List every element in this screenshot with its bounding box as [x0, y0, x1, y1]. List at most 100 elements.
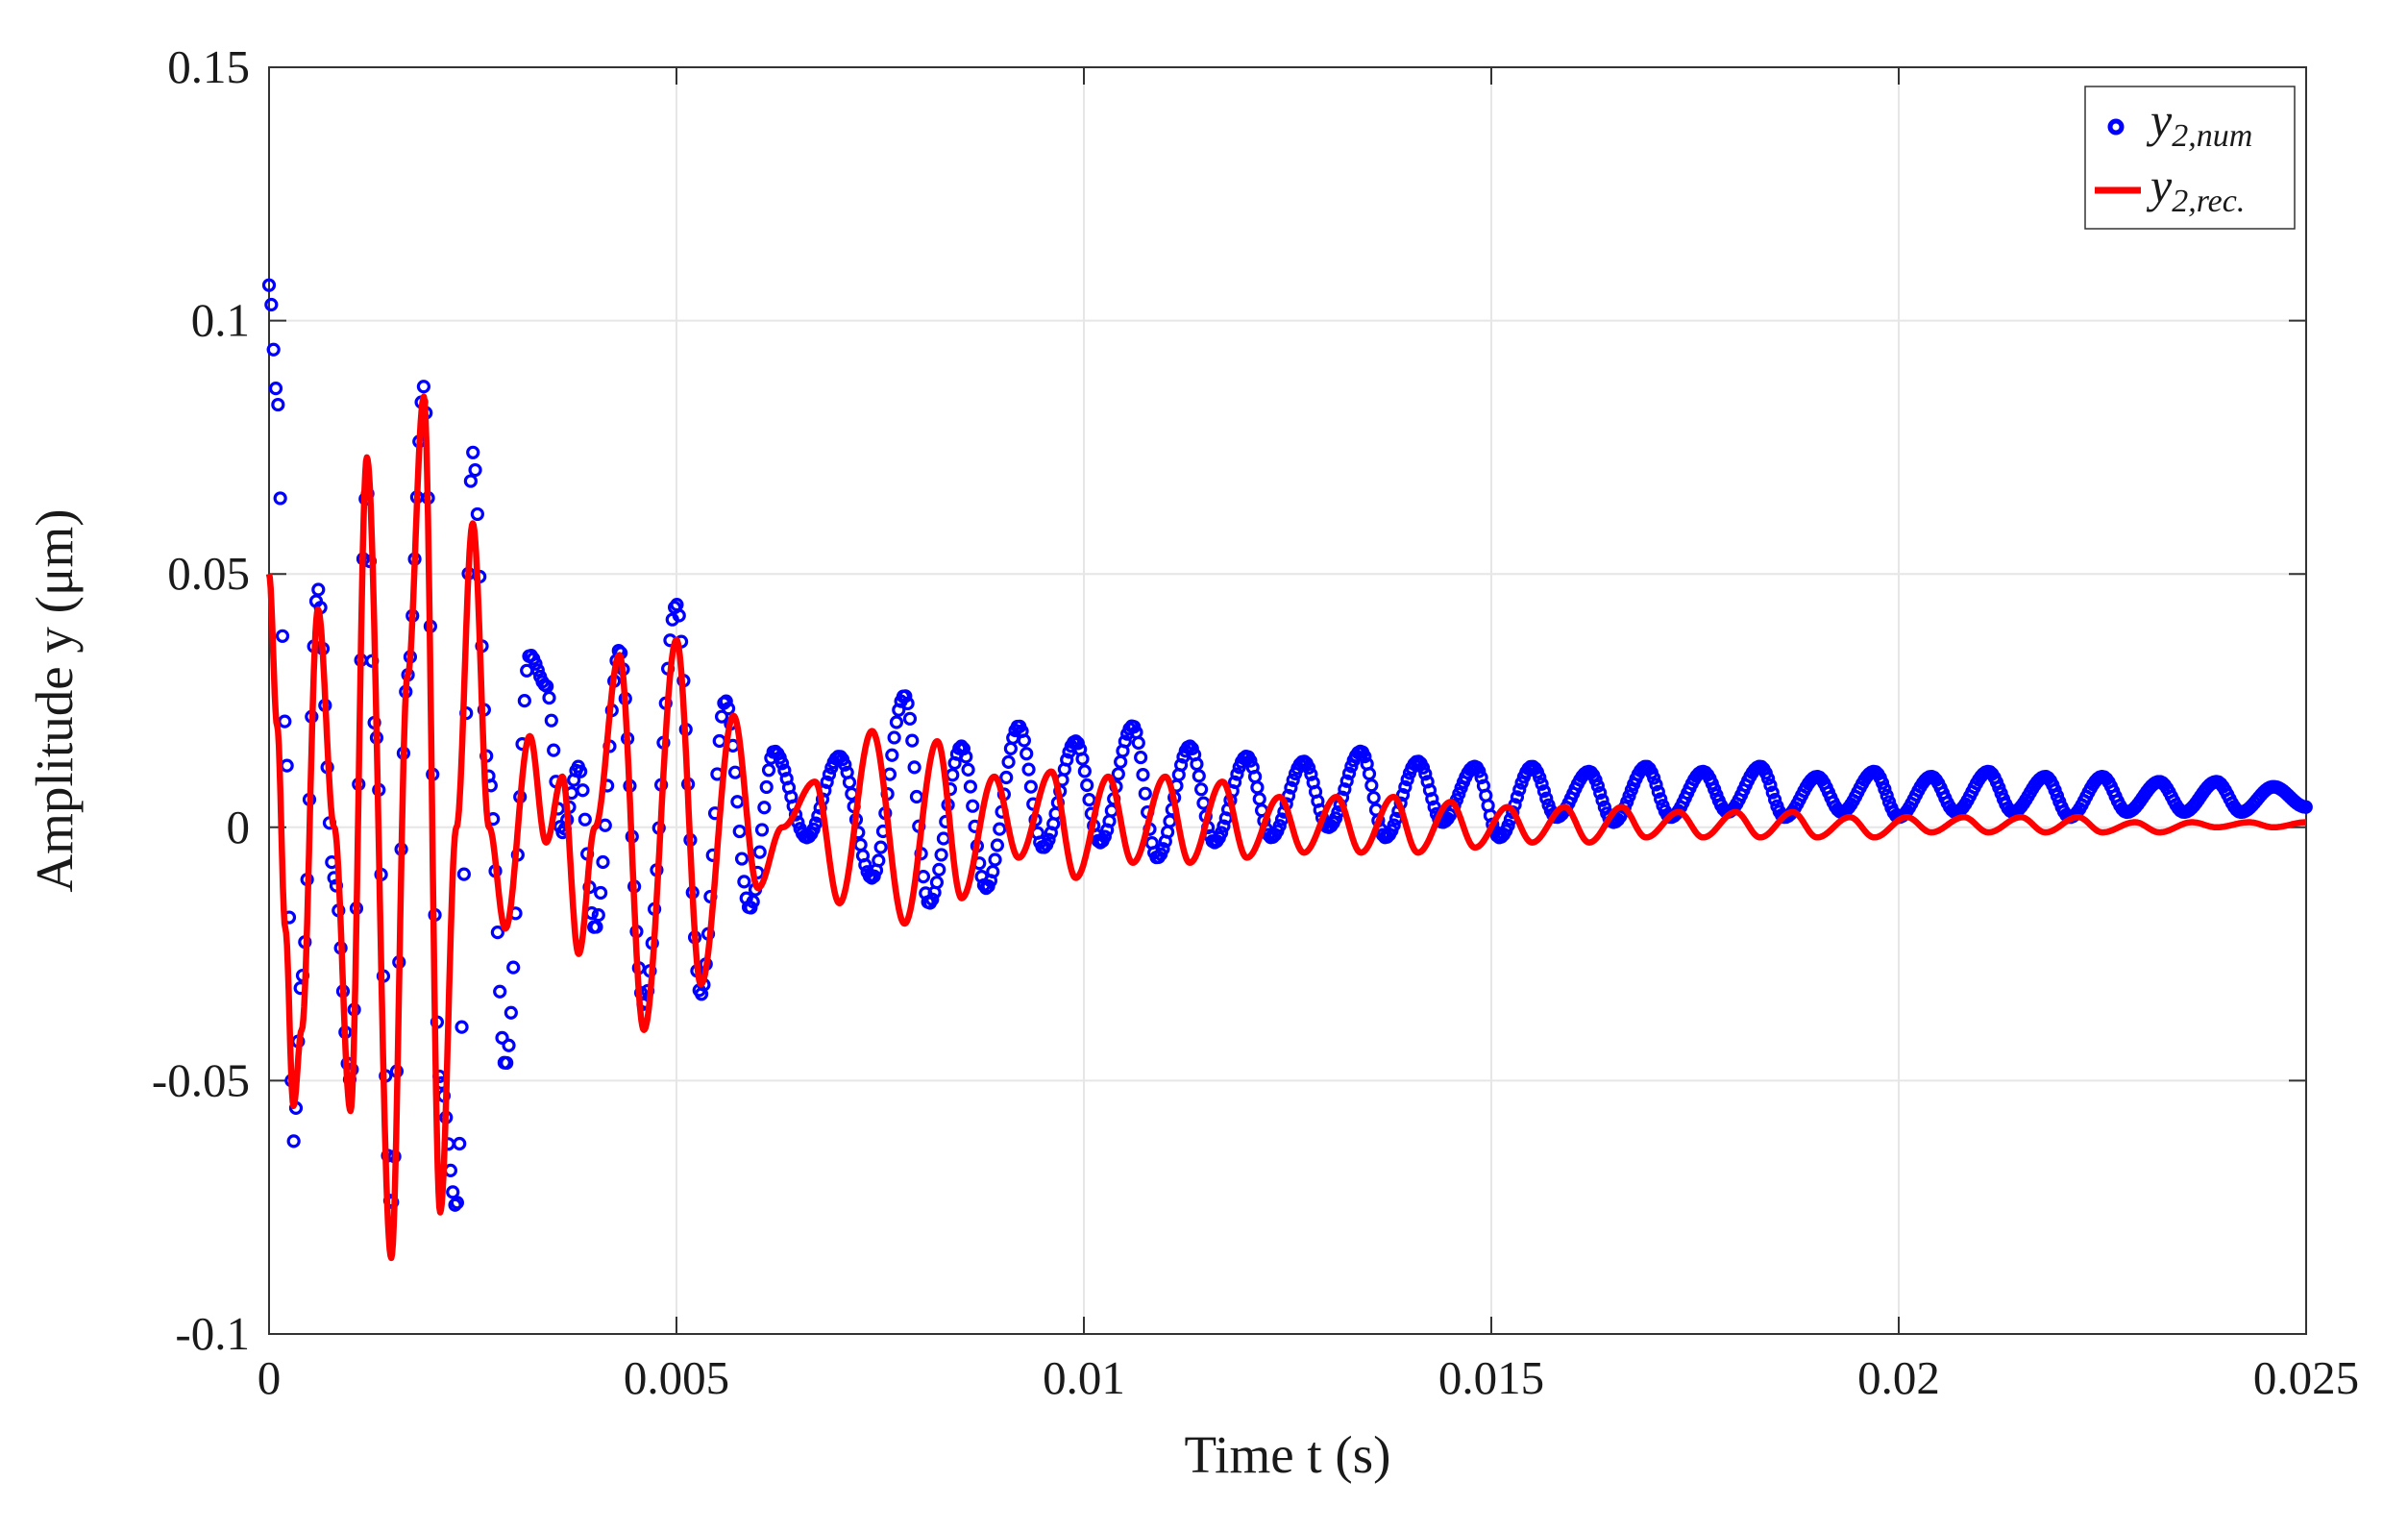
data-point-num [468, 462, 482, 478]
data-point-num [734, 852, 749, 866]
data-point-num [1075, 752, 1090, 766]
legend-label-num: y2,num [2146, 93, 2252, 154]
data-point-num [999, 770, 1014, 785]
data-point-num [732, 824, 747, 839]
data-point-num [993, 822, 1007, 836]
data-point-num [1080, 778, 1094, 793]
data-point-num [1649, 778, 1663, 792]
data-point-num [902, 711, 918, 726]
x-tick-label: 0.015 [1438, 1351, 1544, 1404]
data-point-num [721, 702, 736, 716]
data-point-num [1174, 757, 1189, 773]
legend-label-num-base: y [2146, 93, 2173, 147]
data-point-num [1338, 782, 1352, 797]
data-point-num [1097, 829, 1112, 844]
data-point-num [1023, 779, 1038, 794]
data-point-num [1017, 733, 1031, 748]
data-point-num [1272, 819, 1287, 833]
data-point-num [1880, 788, 1894, 803]
data-point-num [929, 876, 945, 890]
data-point-num [1763, 778, 1778, 793]
data-point-num [1761, 772, 1776, 786]
data-point-num [506, 960, 521, 975]
data-point-num [286, 1134, 301, 1148]
x-tick-label: 0.02 [1857, 1351, 1940, 1404]
data-point-num [1194, 782, 1209, 797]
data-point-num [275, 629, 290, 643]
data-point-num [470, 506, 484, 522]
data-point-num [1427, 800, 1441, 814]
data-point-num [954, 739, 969, 753]
y-tick-label: 0.15 [167, 40, 250, 93]
data-point-num [1510, 790, 1525, 804]
data-point-num [1474, 770, 1488, 785]
data-point-num [887, 730, 901, 745]
data-point-num [1590, 778, 1605, 793]
data-point-num [278, 714, 292, 728]
data-point-num [822, 767, 837, 781]
data-point-num [1156, 842, 1170, 856]
axes [268, 66, 2307, 1335]
data-point-num [594, 885, 608, 901]
data-point-num [1118, 734, 1132, 749]
data-point-num [463, 474, 478, 488]
y-tick-label: 0.1 [191, 294, 250, 347]
data-point-num [2298, 800, 2313, 814]
data-point-num [1595, 793, 1609, 807]
x-tick-label: 0.01 [1043, 1351, 1125, 1404]
data-point-num [1286, 773, 1300, 787]
data-point-num [542, 690, 556, 705]
data-point-num [574, 764, 588, 778]
legend: y2,num y 2,rec. [2084, 86, 2296, 230]
data-point-num [264, 297, 279, 312]
data-point-num [1418, 767, 1433, 781]
data-point-num [1398, 779, 1413, 794]
data-point-num [1341, 766, 1357, 780]
x-tick-label: 0.025 [2253, 1351, 2359, 1404]
data-point-num [1533, 770, 1547, 785]
data-point-num [988, 852, 1002, 867]
data-point-num [885, 748, 899, 762]
data-point-num [495, 1030, 509, 1045]
data-point-num [1185, 741, 1199, 755]
data-point-num [1230, 767, 1244, 781]
data-point-num [1134, 750, 1148, 765]
data-point-num [744, 901, 758, 915]
data-point-num [754, 823, 770, 837]
legend-label-rec-sub: 2,rec. [2172, 184, 2245, 219]
data-point-num [759, 779, 774, 795]
data-point-num [820, 775, 834, 789]
data-point-num [1131, 735, 1145, 751]
data-point-num [311, 582, 326, 597]
data-point-num [1284, 780, 1298, 795]
data-point-num [672, 608, 686, 623]
data-point-num [266, 342, 281, 357]
data-point-num [925, 892, 940, 906]
data-point-num [889, 715, 904, 729]
data-point-num [268, 382, 283, 396]
data-point-num [986, 864, 1000, 879]
y-tick-label: 0 [227, 801, 251, 853]
data-point-num [1535, 777, 1549, 791]
data-point-num [961, 762, 975, 777]
data-point-num [1501, 818, 1515, 833]
data-point-num [1082, 793, 1096, 807]
data-point-num [1243, 753, 1258, 768]
data-point-num [1400, 773, 1414, 787]
data-point-num [1216, 819, 1231, 833]
data-point-num [1001, 754, 1016, 769]
data-point-num [453, 1136, 467, 1151]
data-point-num [777, 763, 792, 778]
data-point-num [1339, 774, 1354, 788]
data-point-num [1111, 767, 1125, 781]
data-point-num [905, 733, 920, 748]
data-point-num [1765, 785, 1780, 800]
legend-label-num-sub: 2,num [2172, 118, 2252, 154]
data-point-num [1190, 756, 1204, 772]
data-point-num [1647, 771, 1661, 785]
data-point-num [898, 689, 913, 704]
x-tick-label: 0 [258, 1351, 282, 1404]
y-tick-label: -0.05 [152, 1053, 250, 1106]
data-point-num [466, 445, 480, 459]
